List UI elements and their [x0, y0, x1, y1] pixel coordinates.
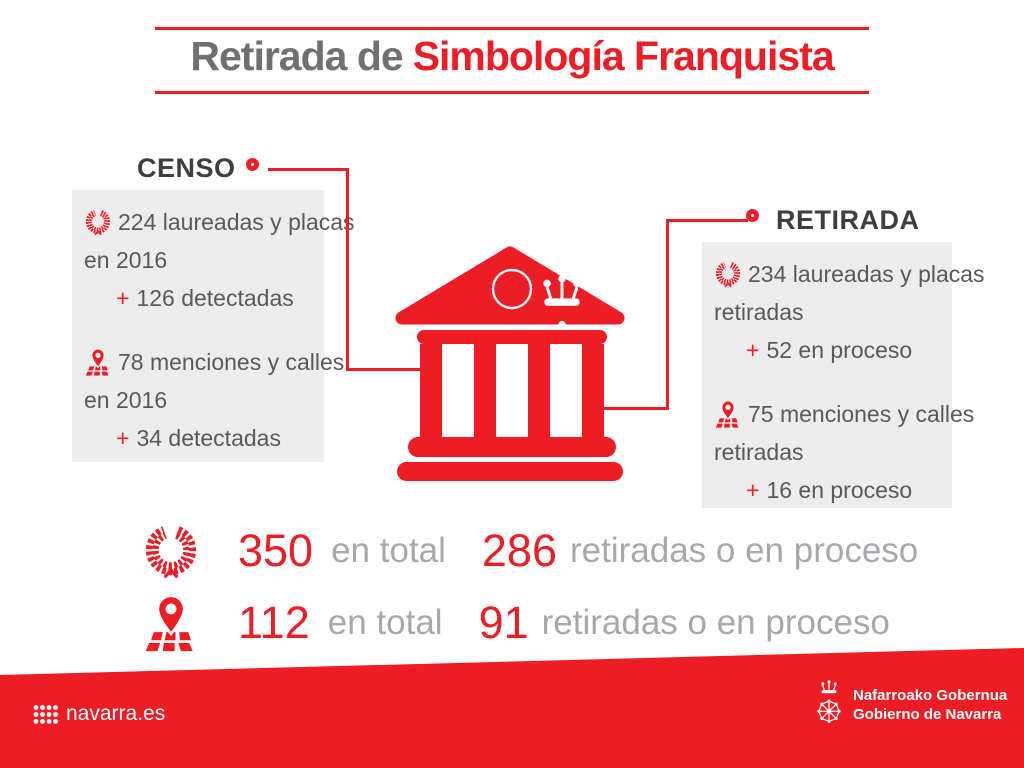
laurel-wreath-icon	[714, 260, 742, 288]
retirada-connector-h2	[666, 219, 748, 222]
footer-band: navarra.es Nafarroako Gobernua Gobierno …	[0, 648, 1024, 768]
retirada-connector-h1	[597, 407, 669, 410]
censo-heading: CENSO	[137, 153, 236, 183]
retirada-laureadas-line2: retiradas	[714, 299, 804, 325]
retirada-menciones-extra: 16 en proceso	[766, 477, 913, 503]
map-pin-icon	[84, 348, 112, 376]
plus-sign: +	[116, 285, 130, 311]
page-title: Retirada de Simbología Franquista	[155, 33, 869, 80]
map-pin-icon	[714, 400, 742, 428]
done-count: 286	[481, 525, 557, 576]
censo-menciones-line1: 78 menciones y calles	[118, 349, 345, 375]
total-label: en total	[327, 603, 443, 642]
gov-name-spanish: Gobierno de Navarra	[853, 706, 1002, 723]
plus-sign: +	[116, 425, 130, 451]
navarra-coat-of-arms-icon	[491, 268, 533, 310]
totals-row-laureadas: 350 en total 286 retiradas o en proceso	[142, 516, 918, 586]
censo-menciones-line2: en 2016	[84, 387, 168, 413]
censo-menciones-extra: 34 detectadas	[136, 425, 281, 451]
laurel-wreath-icon	[142, 520, 200, 582]
retirada-item-menciones: 75 menciones y calles retiradas +16 en p…	[714, 395, 974, 509]
dots-grid-icon	[33, 703, 59, 726]
total-count: 112	[238, 597, 310, 648]
title-prefix: Retirada de	[190, 33, 403, 79]
retirada-laureadas-line1: 234 laureadas y placas	[748, 261, 985, 287]
retirada-menciones-line1: 75 menciones y calles	[748, 401, 975, 427]
title-rule-top	[155, 27, 869, 30]
censo-item-laureadas: 224 laureadas y placas en 2016 +126 dete…	[84, 203, 355, 317]
site-name: navarra.es	[66, 702, 166, 725]
censo-connector-h1	[268, 168, 349, 171]
gobierno-navarra-logo: Nafarroako Gobernua Gobierno de Navarra	[813, 680, 1007, 730]
gov-name-basque: Nafarroako Gobernua	[853, 687, 1008, 704]
censo-box: 224 laureadas y placas en 2016 +126 dete…	[72, 190, 355, 462]
retirada-heading: RETIRADA	[776, 205, 920, 235]
censo-connector-v	[346, 168, 349, 371]
censo-item-menciones: 78 menciones y calles en 2016 +34 detect…	[84, 343, 344, 457]
map-pin-icon	[142, 592, 200, 654]
censo-node-circle	[246, 158, 259, 171]
total-label: en total	[331, 531, 446, 570]
plus-sign: +	[746, 477, 760, 503]
retirada-menciones-line2: retiradas	[714, 439, 804, 465]
done-label: retiradas o en proceso	[570, 531, 919, 570]
plus-sign: +	[746, 337, 760, 363]
total-count: 350	[238, 525, 314, 576]
totals-row-menciones: 112 en total 91 retiradas o en proceso	[142, 588, 890, 658]
censo-laureadas-line2: en 2016	[84, 247, 168, 273]
retirada-laureadas-extra: 52 en proceso	[766, 337, 913, 363]
navarra-coat-of-arms-icon	[813, 680, 845, 730]
retirada-box: 234 laureadas y placas retiradas +52 en …	[702, 242, 985, 509]
navarra-es-logo: navarra.es	[33, 702, 165, 726]
retirada-item-laureadas: 234 laureadas y placas retiradas +52 en …	[714, 255, 985, 369]
title-rule-bottom	[155, 91, 869, 94]
done-count: 91	[478, 597, 529, 648]
title-highlight: Simbología Franquista	[412, 33, 835, 79]
retirada-connector-v	[666, 219, 669, 410]
retirada-node-circle	[746, 209, 759, 222]
censo-laureadas-extra: 126 detectadas	[136, 285, 294, 311]
government-building-icon	[395, 246, 625, 481]
censo-laureadas-line1: 224 laureadas y placas	[118, 209, 355, 235]
laurel-wreath-icon	[84, 208, 112, 236]
censo-connector-h2	[346, 368, 432, 371]
done-label: retiradas o en proceso	[541, 603, 890, 642]
